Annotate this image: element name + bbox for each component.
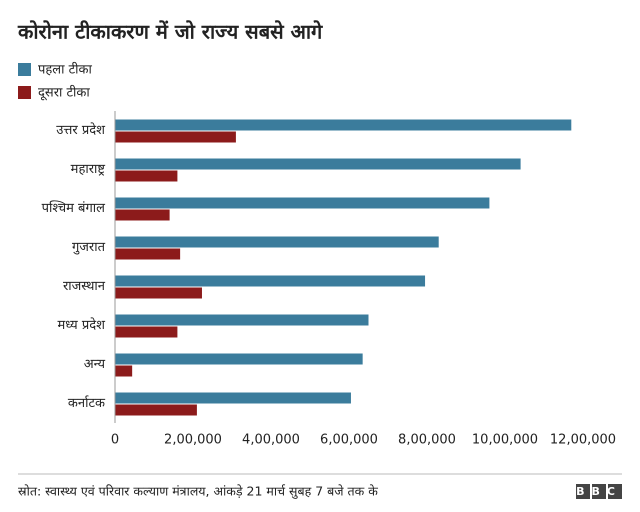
legend-label: दूसरा टीका (38, 85, 90, 101)
bar (115, 392, 351, 404)
x-tick-label: 6,00,000 (320, 433, 378, 448)
bar (115, 248, 181, 260)
y-tick-label: कर्नाटक (68, 395, 106, 411)
bar (115, 209, 170, 221)
bar (115, 170, 178, 182)
legend-label: पहला टीका (38, 62, 93, 78)
bar (115, 404, 197, 416)
y-tick-label: उत्तर प्रदेश (56, 122, 106, 138)
y-tick-label: मध्य प्रदेश (58, 317, 107, 333)
bar (115, 197, 490, 209)
logo-box (608, 484, 622, 499)
y-tick-label: अन्य (84, 357, 106, 372)
bar (115, 131, 236, 143)
x-tick-label: 8,00,000 (398, 433, 456, 448)
bar (115, 236, 439, 248)
bar (115, 326, 178, 338)
y-tick-label: पश्चिम बंगाल (42, 200, 106, 216)
bar (115, 158, 521, 170)
bar (115, 287, 202, 299)
bar (115, 353, 363, 365)
x-tick-label: 0 (111, 433, 119, 448)
bar (115, 119, 572, 131)
bar (115, 275, 426, 287)
legend-swatch (18, 63, 31, 76)
bar (115, 365, 133, 377)
bar (115, 314, 369, 326)
x-tick-label: 4,00,000 (242, 433, 300, 448)
x-tick-label: 12,00,000 (550, 433, 616, 448)
y-tick-label: गुजरात (72, 240, 106, 255)
logo: BBC (576, 485, 622, 498)
y-tick-label: राजस्थान (63, 279, 106, 294)
x-tick-label: 2,00,000 (164, 433, 222, 448)
legend-swatch (18, 86, 31, 99)
logo-box (592, 484, 606, 499)
chart-title: कोरोना टीकाकरण में जो राज्य सबसे आगे (17, 20, 323, 44)
y-tick-label: महाराष्ट्र (71, 162, 106, 177)
source: स्रोत: स्वास्थ्य एवं परिवार कल्याण मंत्र… (18, 484, 378, 500)
x-tick-label: 10,00,000 (472, 433, 538, 448)
logo-box (576, 484, 590, 499)
